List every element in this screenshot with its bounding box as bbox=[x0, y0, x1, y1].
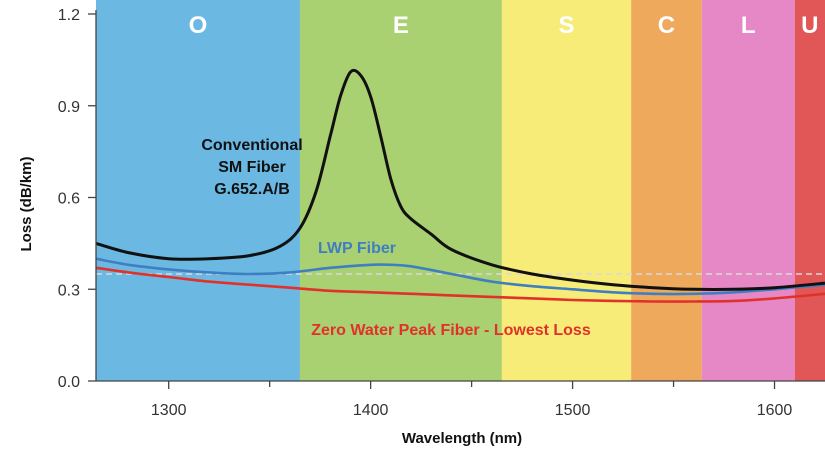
x-tick-label: 1300 bbox=[151, 402, 187, 419]
y-tick-label: 0.0 bbox=[58, 374, 80, 391]
x-tick-label: 1600 bbox=[757, 402, 793, 419]
band-u bbox=[794, 0, 825, 381]
band-label-u: U bbox=[801, 12, 818, 39]
x-tick-label: 1400 bbox=[353, 402, 389, 419]
y-tick-label: 0.3 bbox=[58, 282, 80, 299]
annotations: Conventional SM Fiber G.652.A/B LWP Fiber Ze… bbox=[201, 137, 591, 339]
x-tick-label: 1500 bbox=[555, 402, 591, 419]
axes: 0.0 0.3 0.6 0.9 1.2 1300 1400 1500 1600 bbox=[58, 7, 825, 419]
band-label-e: E bbox=[393, 12, 409, 39]
band-label-o: O bbox=[189, 12, 208, 39]
band-o bbox=[96, 0, 300, 381]
series-lines bbox=[95, 68, 825, 303]
band-e bbox=[299, 0, 502, 381]
y-tick-label: 0.9 bbox=[58, 99, 80, 116]
y-tick-label: 0.6 bbox=[58, 191, 80, 208]
band-label-l: L bbox=[741, 12, 756, 39]
band-l bbox=[701, 0, 795, 381]
band-s bbox=[501, 0, 632, 381]
y-tick-label: 1.2 bbox=[58, 7, 80, 24]
annotation-conventional-sm-fiber-g-652-a-b: G.652.A/B bbox=[214, 181, 290, 198]
series-line-conventional-sm-fiber-g-652-a-b bbox=[95, 68, 825, 291]
band-label-c: C bbox=[658, 12, 675, 39]
series-line-lwp-fiber bbox=[95, 257, 825, 296]
annotation-conventional-sm-fiber-g-652-a-b: SM Fiber bbox=[218, 159, 286, 176]
annotation-lwp-fiber: LWP Fiber bbox=[318, 240, 396, 257]
annotation-conventional-sm-fiber-g-652-a-b: Conventional bbox=[201, 137, 302, 154]
y-axis-title: Loss (dB/km) bbox=[18, 156, 35, 251]
series-line-zero-water-peak-fiber-lowest-loss bbox=[95, 266, 825, 303]
annotation-zero-water-peak-fiber-lowest-loss: Zero Water Peak Fiber - Lowest Loss bbox=[311, 322, 591, 339]
band-c bbox=[631, 0, 702, 381]
band-label-s: S bbox=[559, 12, 575, 39]
x-axis-title: Wavelength (nm) bbox=[402, 430, 522, 447]
